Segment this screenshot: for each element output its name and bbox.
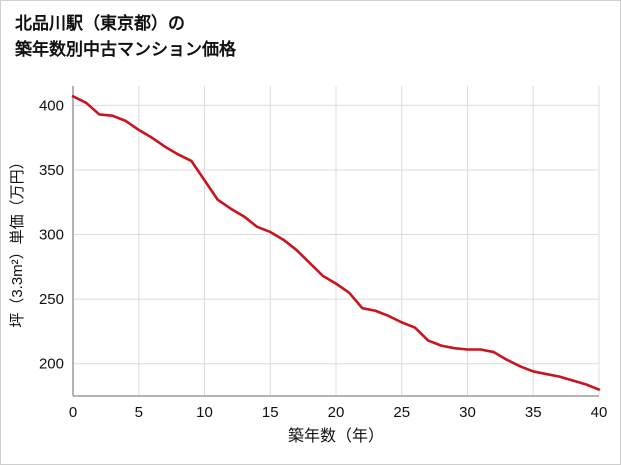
chart-title-line1: 北品川駅（東京都）の	[15, 14, 185, 33]
y-tick-label: 350	[39, 162, 64, 179]
x-tick-label: 25	[393, 404, 410, 421]
x-axis-title: 築年数（年）	[288, 427, 384, 445]
x-tick-label: 40	[591, 404, 608, 421]
y-tick-label: 250	[39, 291, 64, 308]
chart-title: 北品川駅（東京都）の築年数別中古マンション価格	[15, 11, 236, 62]
y-tick-label: 300	[39, 227, 64, 244]
chart-title-line2: 築年数別中古マンション価格	[15, 39, 236, 59]
x-tick-label: 30	[459, 404, 476, 421]
x-tick-label: 35	[525, 404, 542, 421]
x-tick-label: 15	[262, 404, 279, 421]
x-tick-label: 20	[328, 404, 345, 421]
y-tick-label: 400	[39, 97, 64, 114]
price-line	[71, 95, 601, 391]
x-tick-label: 0	[69, 404, 77, 421]
x-tick-label: 5	[135, 404, 143, 421]
y-tick-label: 200	[39, 356, 64, 373]
y-axis-title: 坪（3.3m²）単価（万円）	[9, 154, 26, 327]
x-tick-label: 10	[196, 404, 213, 421]
